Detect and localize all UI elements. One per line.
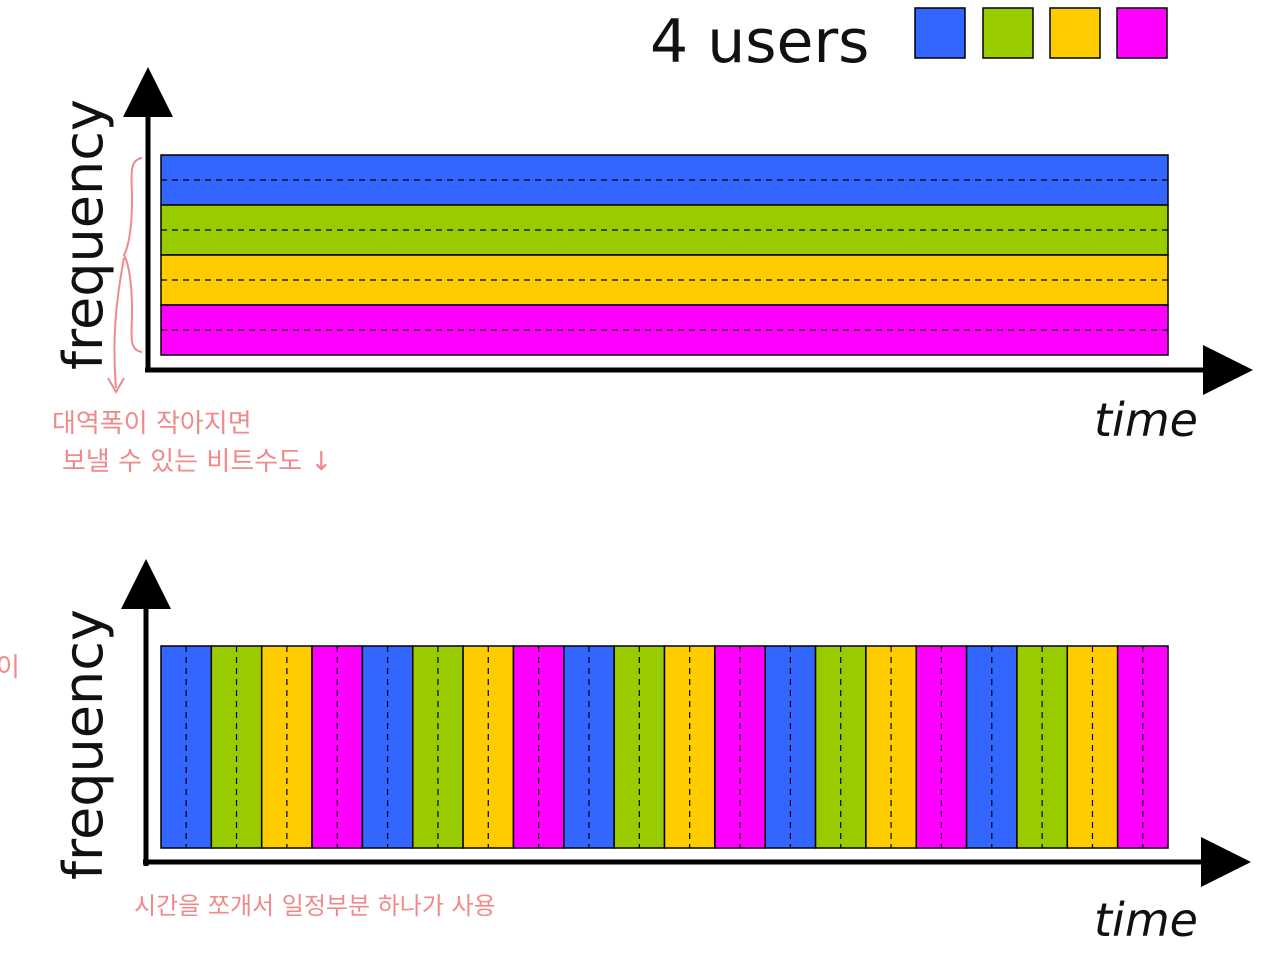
fdm-band-user-3 xyxy=(160,254,1169,306)
legend-swatch-user-4 xyxy=(1116,7,1168,59)
fdm-annotation-line2: 보낼 수 있는 비트수도 ↓ xyxy=(62,447,332,477)
fdm-y-axis-label: frequency xyxy=(52,99,115,370)
tdm-annotation: 시간을 쪼개서 일정부분 하나가 사용 xyxy=(134,892,496,920)
legend-swatch-user-3 xyxy=(1049,7,1101,59)
legend-swatch-user-1 xyxy=(914,7,966,59)
tdm-diagram: frequency time 시간을 쪼개서 일정부분 하나가 사용 xyxy=(52,559,1251,947)
legend-swatch-user-2 xyxy=(982,7,1034,59)
legend: 4 users xyxy=(650,7,1168,77)
fdm-bands xyxy=(160,154,1169,356)
fdm-band-user-1 xyxy=(160,154,1169,206)
tdm-slots xyxy=(160,645,1169,849)
fdm-x-axis-label: time xyxy=(1094,393,1198,447)
handwritten-arrow-icon xyxy=(107,257,125,395)
legend-title: 4 users xyxy=(650,7,869,77)
fdm-band-user-2 xyxy=(160,204,1169,256)
fdm-annotation-line1: 대역폭이 작아지면 xyxy=(52,409,252,439)
tdm-x-axis-label: time xyxy=(1094,893,1198,947)
fdm-band-user-4 xyxy=(160,304,1169,356)
handwritten-brace xyxy=(122,157,143,353)
margin-note-middle-left: 이 xyxy=(0,653,20,683)
tdm-y-axis-label: frequency xyxy=(52,609,115,880)
fdm-diagram: frequency time 대역폭이 작아지면 보낼 수 있는 비트수도 ↓ xyxy=(52,67,1253,477)
